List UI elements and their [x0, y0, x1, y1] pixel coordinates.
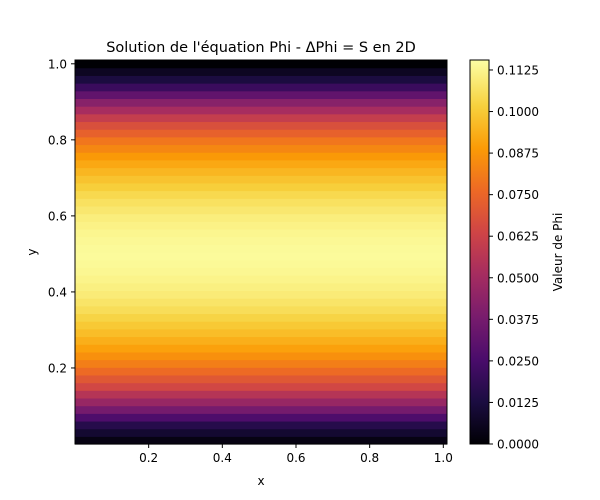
- heatmap-cell: [75, 144, 447, 153]
- heatmap-cell: [75, 336, 447, 345]
- heatmap-cell: [75, 244, 447, 253]
- heatmap-cell: [75, 413, 447, 422]
- y-tick-label: 0.8: [48, 133, 67, 147]
- heatmap-cell: [75, 351, 447, 361]
- x-tick-label: 0.6: [286, 451, 305, 465]
- heatmap-cell: [75, 259, 447, 268]
- colorbar-tick-label: 0.0375: [497, 313, 539, 327]
- heatmap-cell: [75, 182, 447, 192]
- heatmap-cell: [75, 328, 447, 338]
- heatmap-cells: [75, 60, 447, 445]
- x-axis-label: x: [257, 474, 264, 488]
- colorbar-label: Valeur de Phi: [551, 213, 565, 292]
- heatmap-cell: [75, 313, 447, 322]
- heatmap-cell: [75, 83, 447, 92]
- heatmap-cell: [75, 98, 447, 107]
- x-axis-ticks: 0.2 0.4 0.6 0.8 1.0: [139, 444, 453, 465]
- x-tick-label: 0.8: [360, 451, 379, 465]
- colorbar-tick-label: 0.0875: [497, 147, 539, 161]
- heatmap-cell: [75, 382, 447, 391]
- y-tick-label: 0.2: [48, 361, 67, 375]
- x-tick-label: 0.4: [213, 451, 232, 465]
- colorbar-tick-label: 0.0250: [497, 354, 539, 368]
- heatmap-cell: [75, 67, 447, 76]
- heatmap-cell: [75, 405, 447, 414]
- heatmap-cell: [75, 436, 447, 445]
- x-tick-label: 1.0: [434, 451, 453, 465]
- heatmap-cell: [75, 321, 447, 330]
- y-tick-label: 1.0: [48, 57, 67, 71]
- x-tick-label: 0.2: [139, 451, 158, 465]
- colorbar-tick-label: 0.0000: [497, 438, 539, 452]
- heatmap-cell: [75, 428, 447, 437]
- heatmap-cell: [75, 75, 447, 84]
- heatmap-cell: [75, 152, 447, 161]
- heatmap-cell: [75, 190, 447, 199]
- heatmap-cell: [75, 282, 447, 291]
- heatmap-cell: [75, 113, 447, 123]
- heatmap-cell: [75, 136, 447, 146]
- colorbar-tick-label: 0.0750: [497, 188, 539, 202]
- colorbar-tick-label: 0.0625: [497, 230, 539, 244]
- heatmap-cell: [75, 374, 447, 384]
- colorbar-tick-label: 0.0125: [497, 396, 539, 410]
- heatmap-cell: [75, 205, 447, 215]
- heatmap-cell: [75, 228, 447, 238]
- colorbar-tick-label: 0.1125: [497, 63, 539, 77]
- heatmap-cell: [75, 175, 447, 184]
- colorbar-ticks: 0.0000 0.0125 0.0250 0.0375 0.0500 0.0625 0.07…: [489, 63, 539, 452]
- heatmap-cell: [75, 420, 447, 430]
- heatmap-cell: [75, 198, 447, 207]
- y-tick-label: 0.4: [48, 285, 67, 299]
- heatmap-cell: [75, 367, 447, 376]
- heatmap-cell: [75, 159, 447, 169]
- chart-title: Solution de l'équation Phi - ΔPhi = S en…: [106, 40, 416, 56]
- heatmap-cell: [75, 267, 447, 276]
- heatmap-cell: [75, 90, 447, 99]
- y-tick-label: 0.6: [48, 209, 67, 223]
- heatmap-cell: [75, 129, 447, 138]
- heatmap-cell: [75, 344, 447, 353]
- heatmap-cell: [75, 290, 447, 299]
- heatmap-cell: [75, 121, 447, 130]
- heatmap-cell: [75, 390, 447, 399]
- heatmap-cell: [75, 213, 447, 222]
- y-axis-ticks: 0.2 0.4 0.6 0.8 1.0: [48, 57, 75, 375]
- colorbar-tick-label: 0.0500: [497, 271, 539, 285]
- y-axis-label: y: [25, 248, 39, 255]
- heatmap-cell: [75, 298, 447, 307]
- heatmap-cell: [75, 397, 447, 407]
- heatmap-cell: [75, 60, 447, 69]
- plot-frame: [74, 59, 448, 445]
- heatmap-cell: [75, 106, 447, 115]
- heatmap-cell: [75, 252, 447, 261]
- heatmap-cell: [75, 305, 447, 315]
- colorbar: [469, 59, 490, 445]
- heatmap-cell: [75, 236, 447, 245]
- heatmap-cell: [75, 275, 447, 284]
- colorbar-tick-label: 0.1000: [497, 105, 539, 119]
- heatmap-cell: [75, 221, 447, 230]
- heatmap-cell: [75, 167, 447, 176]
- heatmap-cell: [75, 359, 447, 368]
